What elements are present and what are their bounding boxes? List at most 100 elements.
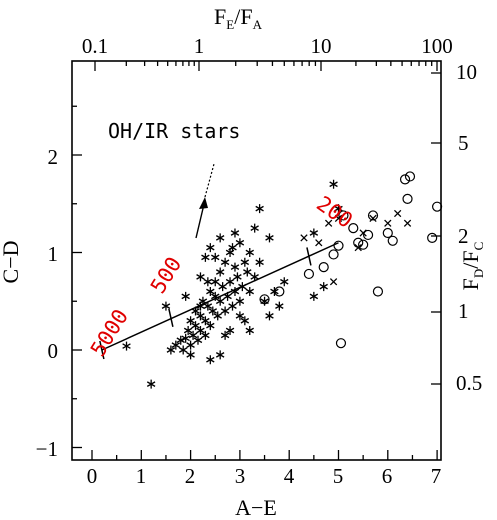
cross-point: [329, 278, 338, 286]
circle-point: [259, 294, 270, 305]
asterisk-point: [196, 301, 205, 311]
asterisk-point: [240, 257, 250, 267]
top-tick-label-1: 1: [194, 34, 205, 58]
circle-point: [303, 268, 315, 280]
x-tick-label-3: 3: [235, 464, 246, 488]
temp-label-5000: 5000: [86, 305, 133, 361]
y-tick-label-neg1: −1: [36, 437, 58, 461]
asterisk-point: [245, 287, 254, 296]
circle-point: [404, 171, 416, 182]
asterisk-point: [275, 301, 284, 311]
asterisk-point: [196, 326, 205, 335]
cross-point: [324, 219, 333, 227]
top-tick-label-0: 0.1: [82, 34, 108, 58]
right-tick-label-5: 5: [458, 131, 469, 155]
x-tick-label-6: 6: [382, 464, 393, 488]
asterisk-point: [186, 340, 195, 350]
cross-point: [334, 214, 343, 223]
asterisk-point: [191, 321, 200, 331]
right-axis-label: FD/FC: [458, 242, 486, 291]
cross-point: [384, 219, 392, 227]
right-tick-label-2: 2: [458, 224, 469, 248]
asterisk-point: [206, 287, 215, 296]
asterisk-point: [188, 330, 198, 340]
right-tick-label-0.5: 0.5: [456, 371, 482, 395]
circle-point: [338, 210, 349, 221]
circle-point: [333, 240, 344, 251]
asterisk-point: [196, 311, 205, 321]
circle-point: [387, 235, 398, 246]
asterisk-point: [166, 345, 176, 355]
x-tick-label-4: 4: [284, 464, 295, 488]
asterisk-point: [171, 340, 181, 350]
annotation: OH/IR stars: [108, 119, 240, 143]
blackbody-tick: [168, 308, 174, 327]
circle-point: [362, 229, 374, 241]
asterisk-point: [193, 335, 203, 345]
arrow-extension: [204, 163, 215, 198]
asterisk-point: [319, 282, 328, 292]
blackbody-line: [99, 242, 339, 360]
cross-point: [369, 214, 377, 223]
asterisk-point: [215, 350, 225, 360]
cross-point: [394, 209, 402, 218]
circle-point: [353, 237, 364, 248]
x-tick-label-0: 0: [87, 464, 98, 488]
circle-point: [399, 174, 411, 185]
right-tick-label-1: 1: [458, 299, 469, 323]
asterisk-point: [233, 272, 242, 282]
y-axis-label: C−D: [0, 241, 23, 284]
top-tick-label-2: 10: [311, 34, 332, 58]
asterisk-point: [203, 277, 213, 287]
circle-point: [348, 223, 359, 234]
circle-point: [358, 239, 369, 250]
asterisk-point: [245, 326, 254, 335]
x-tick-label-5: 5: [333, 464, 344, 488]
blackbody-tick: [99, 340, 105, 360]
cross-point: [315, 239, 323, 247]
asterisk-point: [260, 296, 269, 306]
asterisk-point: [225, 277, 235, 287]
asterisk-point: [201, 330, 210, 340]
x-axis-label: A−E: [235, 495, 277, 520]
asterisk-point: [329, 179, 338, 189]
asterisk-point: [225, 326, 235, 335]
asterisk-point: [230, 228, 240, 238]
asterisk-point: [235, 296, 245, 306]
circle-point: [402, 193, 413, 204]
asterisk-point: [215, 296, 225, 306]
asterisk-point: [186, 350, 195, 360]
cross-point: [300, 234, 308, 242]
circle-point: [382, 227, 393, 239]
y-tick-label-1: 1: [48, 242, 59, 266]
y-tick-label-0: 0: [48, 339, 59, 363]
asterisk-point: [183, 326, 193, 335]
asterisk-point: [211, 291, 220, 301]
circle-point: [328, 249, 339, 260]
data-points: [122, 171, 443, 389]
x-tick-label-1: 1: [136, 464, 147, 488]
circle-point: [318, 262, 329, 273]
temp-label-200: 200: [312, 191, 357, 232]
x-tick-label-7: 7: [431, 464, 442, 488]
reddening-arrow: [195, 163, 215, 239]
circle-point: [274, 286, 285, 297]
asterisk-point: [334, 204, 343, 214]
asterisk-point: [243, 267, 252, 277]
asterisk-point: [218, 282, 227, 292]
circle-point: [432, 201, 443, 212]
asterisk-point: [122, 341, 131, 351]
asterisk-point: [206, 355, 215, 365]
asterisk-point: [265, 311, 274, 321]
asterisk-point: [146, 379, 156, 389]
circle-point: [427, 232, 438, 243]
asterisk-point: [220, 330, 230, 340]
asterisk-point: [215, 267, 225, 277]
asterisk-point: [178, 345, 188, 355]
circle-point: [367, 210, 379, 221]
asterisk-point: [206, 243, 215, 253]
cross-point: [403, 219, 412, 227]
asterisk-point: [196, 272, 205, 282]
asterisk-point: [309, 228, 319, 238]
